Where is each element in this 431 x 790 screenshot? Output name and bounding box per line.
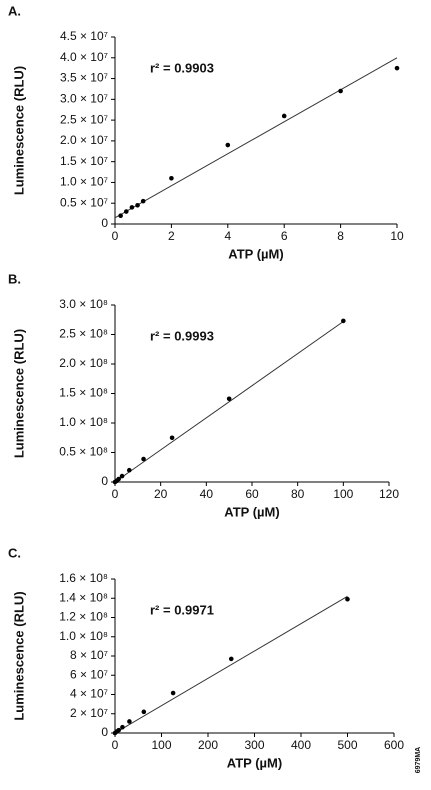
x-tick-label: 300 [244,738,264,752]
y-tick-label: 4.0 × 10⁷ [60,50,108,64]
y-tick-label: 1.6 × 10⁸ [59,571,108,585]
y-tick-label: 0.5 × 10⁷ [60,195,108,209]
point [116,476,121,482]
panel-label: A. [8,3,21,18]
trendline [114,321,344,483]
x-tick-label: 4 [224,229,231,243]
y-tick-label: 1.0 × 10⁸ [59,629,108,643]
y-tick-label: 2.0 × 10⁷ [60,133,108,147]
x-tick-label: 6 [281,229,288,243]
x-axis-title: ATP (µM) [228,246,283,261]
y-tick-label: 3.5 × 10⁷ [60,71,108,85]
y-tick-label: 1.4 × 10⁸ [59,590,108,604]
y-tick-label: 0 [101,216,108,230]
y-tick-label: 2.0 × 10⁸ [59,356,108,370]
point [127,719,132,724]
y-tick-label: 1.5 × 10⁸ [59,386,108,400]
point [281,113,287,119]
y-axis-title: Luminescence (RLU) [11,591,26,720]
x-tick-label: 100 [333,487,353,501]
x-tick-label: 2 [168,229,175,243]
y-tick-label: 2.5 × 10⁸ [59,327,108,341]
point [120,724,125,730]
point [140,198,146,204]
y-tick-label: 0.5 × 10⁸ [59,445,108,459]
x-tick-label: 500 [337,738,357,752]
y-tick-label: 2.5 × 10⁷ [60,112,108,126]
y-tick-label: 1.0 × 10⁸ [59,415,108,429]
annotation: r² = 0.9971 [150,602,214,617]
x-tick-label: 400 [291,738,311,752]
x-tick-label: 20 [154,487,168,501]
point [135,203,140,208]
y-axis-title: Luminescence (RLU) [11,66,26,195]
point [170,690,176,696]
x-tick-label: 40 [200,487,214,501]
panel-label: B. [8,271,21,286]
y-tick-label: 4.5 × 10⁷ [60,29,108,43]
x-tick-label: 0 [112,487,119,501]
y-tick-label: 4 × 10⁷ [70,687,108,701]
x-tick-label: 600 [384,738,404,752]
point [345,596,350,602]
point [169,175,174,181]
x-tick-label: 10 [390,229,404,243]
x-axis-title: ATP (µM) [227,755,282,770]
point [228,656,234,662]
panel-label: C. [8,545,21,560]
point [226,396,232,402]
x-axis-title: ATP (µM) [224,504,279,519]
y-tick-label: 0 [101,725,108,739]
annotation: r² = 0.9903 [150,60,214,75]
point [129,205,135,210]
point [169,435,175,441]
x-tick-label: 8 [337,229,344,243]
point [341,318,346,324]
x-tick-label: 0 [112,738,119,752]
y-tick-label: 0 [101,474,108,488]
point [123,209,129,214]
point [394,65,400,71]
point [116,727,122,733]
x-tick-label: 120 [379,487,399,501]
y-tick-label: 8 × 10⁷ [70,648,108,662]
x-tick-label: 80 [291,487,305,501]
y-tick-label: 1.0 × 10⁷ [60,175,108,189]
y-axis-title: Luminescence (RLU) [11,329,26,458]
trendline [114,595,348,734]
y-tick-label: 2 × 10⁷ [70,706,108,720]
y-tick-label: 3.0 × 10⁷ [60,92,108,106]
x-tick-label: 200 [198,738,218,752]
annotation: r² = 0.9993 [150,328,214,343]
y-tick-label: 3.0 × 10⁸ [59,297,108,311]
y-tick-label: 1.2 × 10⁸ [59,610,108,624]
x-tick-label: 0 [112,229,119,243]
y-tick-label: 1.5 × 10⁷ [60,154,108,168]
trendline [114,57,398,219]
point [141,456,146,462]
point [141,709,147,715]
point [338,88,343,94]
x-tick-label: 100 [151,738,171,752]
figure-code: 6979MA [415,747,422,773]
x-tick-label: 60 [245,487,259,501]
point [225,142,231,148]
point [118,213,123,218]
y-tick-label: 6 × 10⁷ [70,667,108,681]
point [126,467,132,473]
point [119,473,125,479]
